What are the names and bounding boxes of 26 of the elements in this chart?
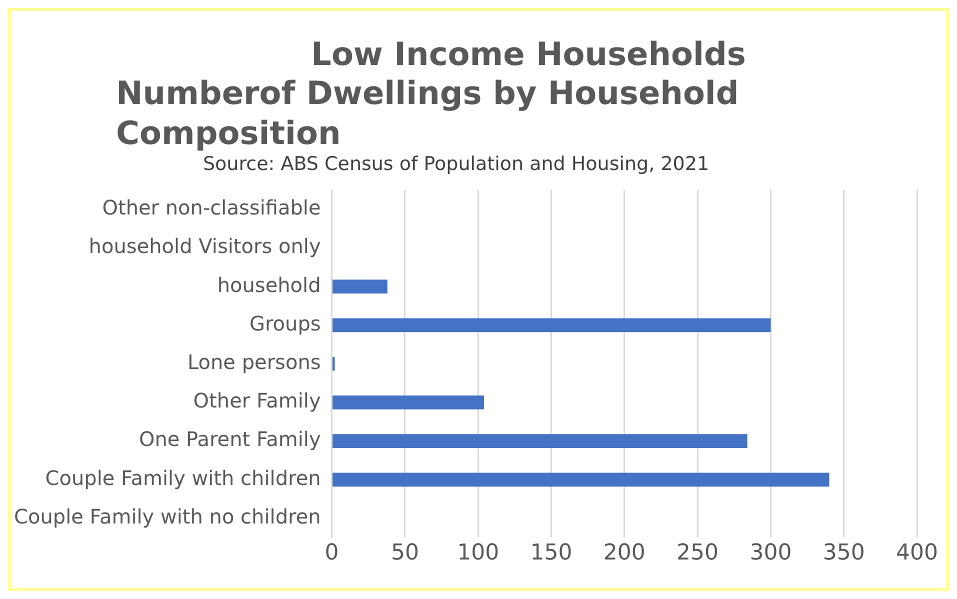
bar <box>332 434 748 448</box>
x-tick-label: 50 <box>390 540 419 566</box>
x-tick-label: 300 <box>750 540 792 566</box>
y-tick-label: Other Family <box>193 388 321 413</box>
x-tick-label: 200 <box>603 540 646 566</box>
chart-title: Low Income Households <box>310 35 747 73</box>
y-tick-label: Couple Family with children <box>45 466 321 490</box>
y-tick-label: household Visitors only <box>88 234 321 258</box>
y-tick-label: Couple Family with no children <box>14 504 321 528</box>
x-tick-label: 400 <box>896 540 938 566</box>
y-tick-label: household <box>217 272 321 297</box>
y-tick-label: Lone persons <box>187 350 321 374</box>
y-tick-label: Other non-classifiable <box>102 196 321 220</box>
bar <box>332 318 771 332</box>
source-note: Source: ABS Census of Population and Housing, 2021 <box>203 153 710 175</box>
x-tick-label: 0 <box>324 540 339 566</box>
bar <box>332 280 388 294</box>
x-tick-label: 250 <box>676 540 719 566</box>
bar <box>332 395 484 410</box>
y-tick-label: Groups <box>249 311 321 336</box>
bar <box>332 472 830 487</box>
y-tick-label: One Parent Family <box>138 427 321 452</box>
chart-subtitle: Numberof Dwellings by Household Composition <box>116 73 740 153</box>
x-tick-label: 150 <box>530 540 572 566</box>
x-tick-label: 100 <box>457 540 500 566</box>
x-tick-label: 350 <box>822 540 865 566</box>
